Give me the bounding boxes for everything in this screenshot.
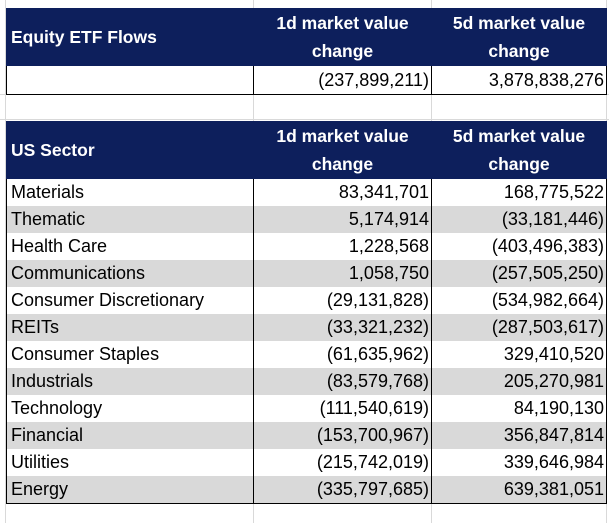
- sector-name: Communications: [6, 260, 254, 287]
- gridline: [5, 0, 6, 523]
- value-1d: (335,797,685): [253, 476, 432, 504]
- sector-title: US Sector: [6, 121, 254, 179]
- sector-name: Energy: [6, 476, 254, 504]
- table-row: Materials 83,341,701 168,775,522: [6, 178, 607, 206]
- table-row: (237,899,211) 3,878,838,276: [6, 65, 607, 95]
- table-row: Communications 1,058,750 (257,505,250): [6, 260, 607, 287]
- value-1d: 83,341,701: [253, 178, 432, 206]
- gridline: [0, 94, 609, 95]
- value-1d: (153,700,967): [253, 422, 432, 449]
- value-1d: (29,131,828): [253, 287, 432, 314]
- value-5d: 639,381,051: [431, 476, 607, 504]
- value-1d: (83,579,768): [253, 368, 432, 395]
- value-1d: 1,228,568: [253, 233, 432, 260]
- sector-name: Utilities: [6, 449, 254, 476]
- header-5d: 5d market value change: [431, 121, 607, 179]
- table-row: Thematic 5,174,914 (33,181,446): [6, 206, 607, 233]
- equity-etf-flows-table: Equity ETF Flows 1d market value change …: [6, 8, 607, 95]
- value-1d: 5,174,914: [253, 206, 432, 233]
- sector-name: REITs: [6, 314, 254, 341]
- value-5d: 168,775,522: [431, 178, 607, 206]
- value-1d: (215,742,019): [253, 449, 432, 476]
- header-1d: 1d market value change: [253, 121, 432, 179]
- sector-name: Health Care: [6, 233, 254, 260]
- value-5d: 3,878,838,276: [431, 65, 607, 95]
- header-5d: 5d market value change: [431, 8, 607, 66]
- value-1d: (61,635,962): [253, 341, 432, 368]
- value-5d: 339,646,984: [431, 449, 607, 476]
- header-1d: 1d market value change: [253, 8, 432, 66]
- value-1d: (33,321,232): [253, 314, 432, 341]
- value-5d: 84,190,130: [431, 395, 607, 422]
- value-5d: 329,410,520: [431, 341, 607, 368]
- table-row: Consumer Discretionary (29,131,828) (534…: [6, 287, 607, 314]
- value-5d: (257,505,250): [431, 260, 607, 287]
- sector-name: Technology: [6, 395, 254, 422]
- sector-name: Thematic: [6, 206, 254, 233]
- header-row: US Sector 1d market value change 5d mark…: [6, 121, 607, 179]
- row-label: [6, 65, 254, 95]
- gridline: [606, 0, 607, 523]
- header-row: Equity ETF Flows 1d market value change …: [6, 8, 607, 66]
- value-5d: 356,847,814: [431, 422, 607, 449]
- sector-name: Consumer Staples: [6, 341, 254, 368]
- us-sector-table: US Sector 1d market value change 5d mark…: [6, 121, 607, 504]
- sector-name: Consumer Discretionary: [6, 287, 254, 314]
- table-row: Industrials (83,579,768) 205,270,981: [6, 368, 607, 395]
- value-5d: (287,503,617): [431, 314, 607, 341]
- table-row: Consumer Staples (61,635,962) 329,410,52…: [6, 341, 607, 368]
- table-row: Utilities (215,742,019) 339,646,984: [6, 449, 607, 476]
- value-5d: 205,270,981: [431, 368, 607, 395]
- sector-name: Financial: [6, 422, 254, 449]
- gridline: [0, 119, 609, 120]
- sector-name: Materials: [6, 178, 254, 206]
- value-1d: 1,058,750: [253, 260, 432, 287]
- value-5d: (534,982,664): [431, 287, 607, 314]
- equity-title: Equity ETF Flows: [6, 8, 254, 66]
- table-row: Financial (153,700,967) 356,847,814: [6, 422, 607, 449]
- value-1d: (111,540,619): [253, 395, 432, 422]
- table-row: Energy (335,797,685) 639,381,051: [6, 476, 607, 504]
- value-1d: (237,899,211): [253, 65, 432, 95]
- sector-name: Industrials: [6, 368, 254, 395]
- table-row: Technology (111,540,619) 84,190,130: [6, 395, 607, 422]
- value-5d: (33,181,446): [431, 206, 607, 233]
- value-5d: (403,496,383): [431, 233, 607, 260]
- table-row: Health Care 1,228,568 (403,496,383): [6, 233, 607, 260]
- table-row: REITs (33,321,232) (287,503,617): [6, 314, 607, 341]
